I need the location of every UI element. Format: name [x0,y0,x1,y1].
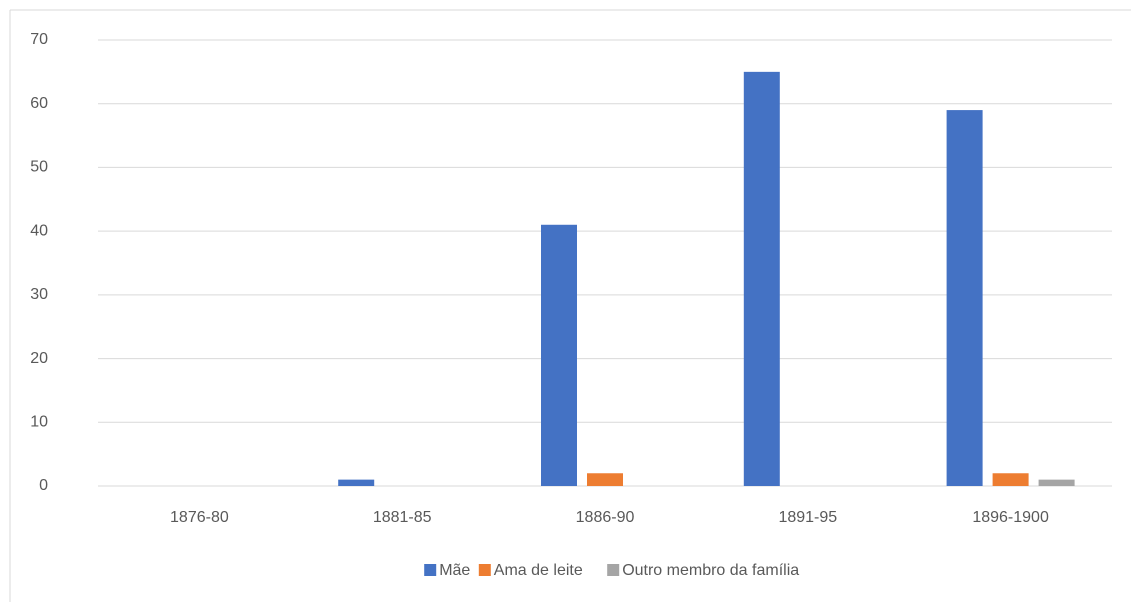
legend-label: Mãe [439,562,470,579]
bar [541,224,577,486]
bar [946,110,983,486]
bar [338,479,375,486]
x-tick-label: 1891-95 [778,509,837,526]
y-tick-label: 0 [39,477,48,494]
legend-swatch [478,564,491,576]
y-tick-label: 40 [30,222,48,239]
legend-swatch [424,564,437,576]
y-tick-label: 20 [30,350,48,367]
y-tick-label: 70 [30,31,48,48]
x-tick-label: 1896-1900 [972,509,1049,526]
y-tick-label: 30 [30,286,48,303]
y-tick-label: 10 [30,414,48,431]
y-tick-label: 50 [30,159,48,176]
x-tick-label: 1881-85 [373,509,432,526]
bar [587,473,623,486]
bar [1038,479,1075,486]
legend-label: Outro membro da família [622,562,799,579]
legend-label: Ama de leite [494,562,583,579]
x-tick-label: 1876-80 [170,509,229,526]
bar [992,473,1029,486]
x-tick-label: 1886-90 [576,509,635,526]
legend-swatch [607,564,620,576]
y-tick-label: 60 [30,95,48,112]
bar [743,71,780,486]
